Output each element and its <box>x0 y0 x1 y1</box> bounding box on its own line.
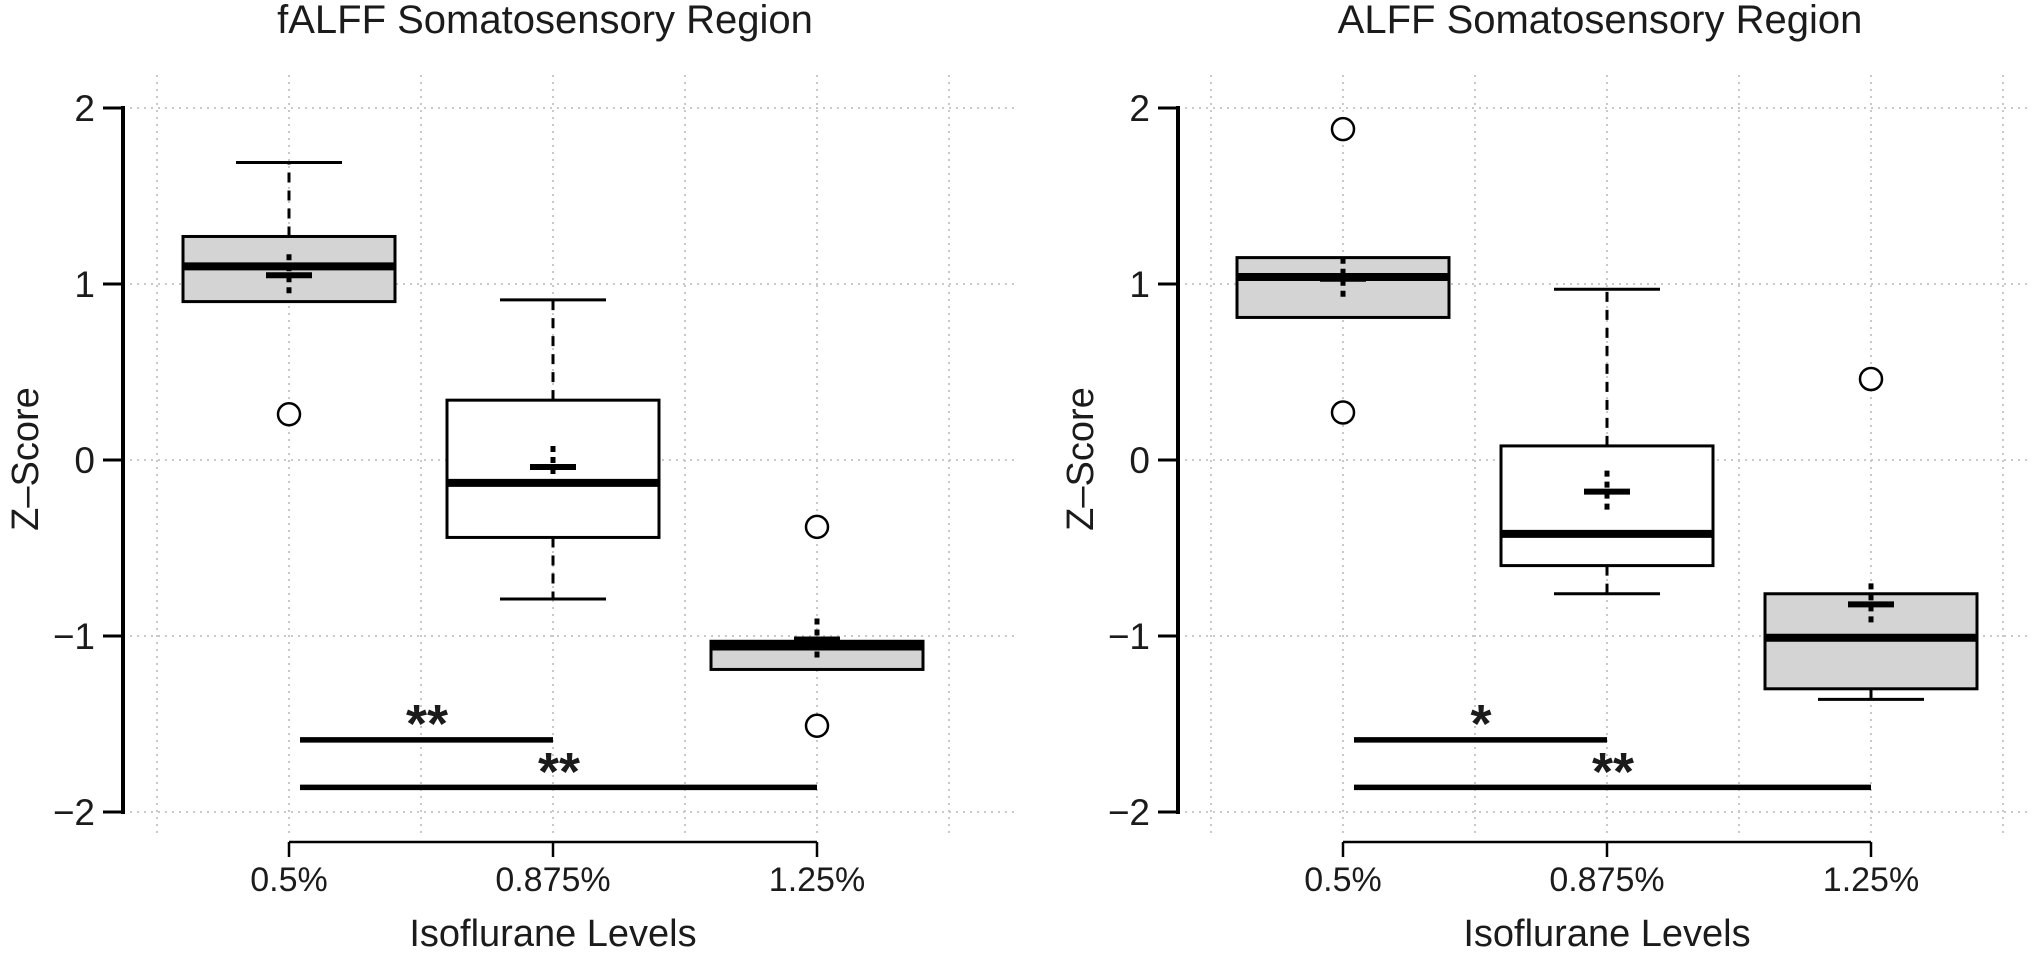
significance-label: ** <box>406 694 448 754</box>
y-tick-label: 1 <box>1129 264 1150 305</box>
significance-label: ** <box>538 742 580 802</box>
panel-alff-geometry <box>1158 75 2030 857</box>
outlier-point <box>1858 366 1884 392</box>
panel-alff-title: ALFF Somatosensory Region <box>1338 0 1863 42</box>
x-axis-title-right: Isoflurane Levels <box>1463 913 1750 955</box>
y-tick-label: 0 <box>1129 440 1150 481</box>
outlier-point <box>1330 116 1356 142</box>
x-category-label: 0.5% <box>250 861 328 899</box>
x-category-label: 1.25% <box>1823 861 1919 899</box>
x-category-label: 0.875% <box>495 861 610 899</box>
box-0.5% <box>1235 256 1451 319</box>
y-tick-label: −1 <box>53 616 95 657</box>
y-tick-label: −1 <box>1108 616 1150 657</box>
y-axis-title-left: Z–Score <box>5 387 47 531</box>
x-category-label: 0.875% <box>1549 861 1664 899</box>
outlier-point <box>804 713 830 739</box>
outlier-point <box>1330 400 1356 425</box>
significance-label: ** <box>1592 742 1634 802</box>
y-tick-label: 2 <box>74 88 95 129</box>
significance-label: * <box>1470 694 1491 754</box>
x-axis-title-left: Isoflurane Levels <box>409 913 696 955</box>
y-tick-label: 2 <box>1129 88 1150 129</box>
panel-falff-geometry <box>103 75 1018 857</box>
x-category-label: 0.5% <box>1304 861 1382 899</box>
y-tick-label: −2 <box>1108 792 1150 833</box>
panel-falff-title: fALFF Somatosensory Region <box>277 0 813 42</box>
outlier-point <box>804 514 830 540</box>
y-tick-label: 0 <box>74 440 95 481</box>
y-axis-title-right: Z–Score <box>1060 387 1102 531</box>
x-category-label: 1.25% <box>769 861 865 899</box>
outlier-point <box>276 401 302 427</box>
y-tick-label: 1 <box>74 264 95 305</box>
y-tick-label: −2 <box>53 792 95 833</box>
